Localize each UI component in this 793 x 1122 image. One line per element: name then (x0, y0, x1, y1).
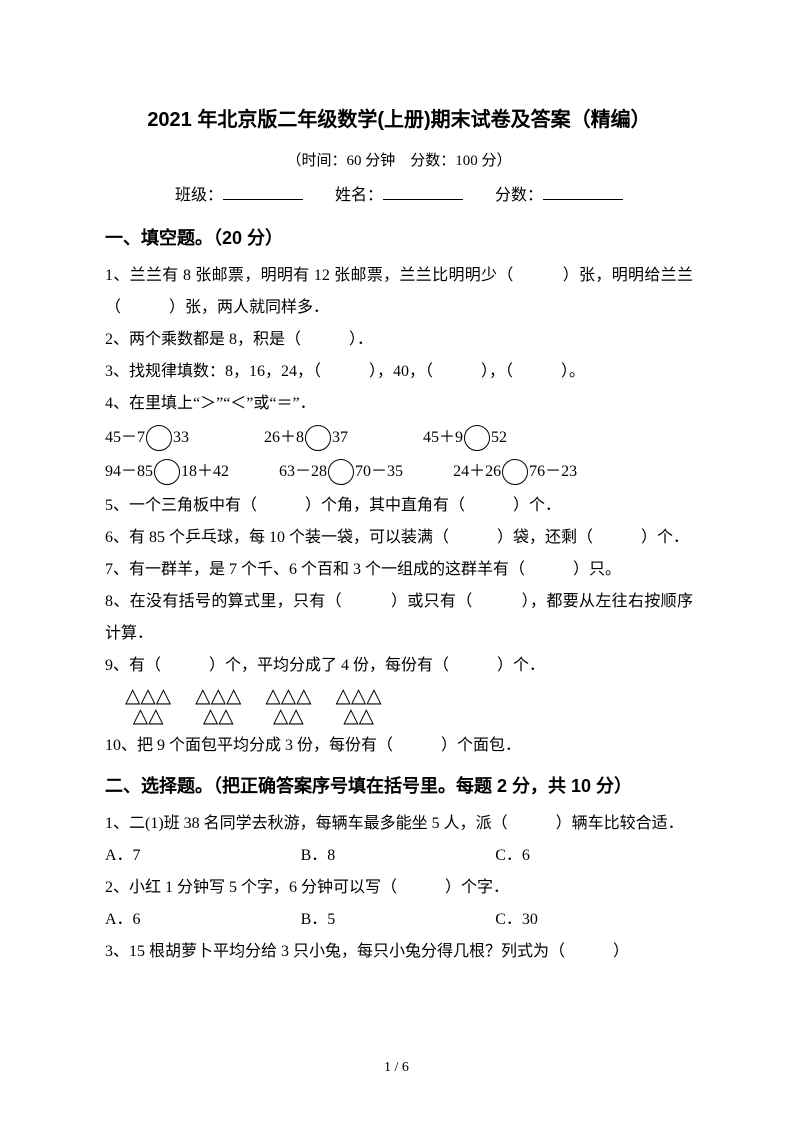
q4-r2-b1: 63－28 (279, 456, 327, 488)
q4-r1-b: 26＋8 37 (264, 422, 348, 454)
q4-r1-a: 45－7 33 (105, 422, 189, 454)
q4-r2-c1: 24＋26 (453, 456, 501, 488)
s1-q8: 8、在没有括号的算式里，只有（ ）或只有（ ），都要从左往右按顺序计算． (105, 586, 693, 650)
q4-r1-b2: 37 (332, 422, 348, 454)
triangle-icon: △ (288, 706, 303, 726)
name-label: 姓名： (335, 187, 383, 204)
class-label: 班级： (175, 187, 223, 204)
triangle-icon: △ (351, 686, 366, 706)
s1-q10: 10、把 9 个面包平均分成 3 份，每份有（ ）个面包． (105, 730, 693, 762)
compare-circle (464, 425, 490, 451)
q4-r1-a2: 33 (173, 422, 189, 454)
triangle-icon: △ (281, 686, 296, 706)
triangle-group: △△△ △△ (336, 686, 382, 726)
triangle-group: △△△ △△ (125, 686, 171, 726)
s2-q2: 2、小红 1 分钟写 5 个字，6 分钟可以写（ ）个字． (105, 872, 693, 904)
s2-q2-options: A．6 B．5 C．30 (105, 904, 693, 936)
page-number: 1 / 6 (0, 1054, 793, 1082)
section-1-heading: 一、填空题。（20 分） (105, 220, 693, 256)
option-a: A．7 (105, 840, 141, 872)
triangle-group: △△△ △△ (265, 686, 311, 726)
s1-q5: 5、一个三角板中有（ ）个角，其中直角有（ ）个． (105, 490, 693, 522)
triangle-icon: △ (211, 686, 226, 706)
triangle-icon: △ (226, 686, 241, 706)
q4-r2-c2: 76－23 (529, 456, 577, 488)
triangle-icon: △ (343, 706, 358, 726)
q4-r1-c: 45＋9 52 (423, 422, 507, 454)
triangle-group: △△△ △△ (195, 686, 241, 726)
s1-q4-row2: 94－85 18＋42 63－28 70－35 24＋26 76－23 (105, 456, 693, 488)
compare-circle (305, 425, 331, 451)
name-blank (383, 183, 463, 200)
triangle-icon: △ (336, 686, 351, 706)
page-title: 2021 年北京版二年级数学(上册)期末试卷及答案（精编） (105, 100, 693, 140)
s1-q2: 2、两个乘数都是 8，积是（ ）． (105, 324, 693, 356)
triangle-icon: △ (203, 706, 218, 726)
triangle-icon: △ (125, 686, 140, 706)
s1-q6: 6、有 85 个乒乓球，每 10 个装一袋，可以装满（ ）袋，还剩（ ）个． (105, 522, 693, 554)
s1-q4-row1: 45－7 33 26＋8 37 45＋9 52 (105, 422, 693, 454)
option-c: C．30 (495, 904, 538, 936)
triangle-icon: △ (148, 706, 163, 726)
page-subtitle: （时间：60 分钟 分数：100 分） (105, 146, 693, 176)
s1-q1: 1、兰兰有 8 张邮票，明明有 12 张邮票，兰兰比明明少（ ）张，明明给兰兰（… (105, 260, 693, 324)
triangle-icon: △ (366, 686, 381, 706)
q4-r2-b2: 70－35 (355, 456, 403, 488)
q4-r1-b1: 26＋8 (264, 422, 304, 454)
student-info-line: 班级： 姓名： 分数： (105, 180, 693, 212)
q4-r2-c: 24＋26 76－23 (453, 456, 577, 488)
triangle-icon: △ (133, 706, 148, 726)
q4-r1-a1: 45－7 (105, 422, 145, 454)
s2-q1-options: A．7 B．8 C．6 (105, 840, 693, 872)
compare-circle (146, 425, 172, 451)
score-label: 分数： (495, 187, 543, 204)
option-b: B．8 (301, 840, 336, 872)
s1-q9: 9、有（ ）个，平均分成了 4 份，每份有（ ）个． (105, 650, 693, 682)
triangle-icon: △ (265, 686, 280, 706)
compare-circle (154, 459, 180, 485)
option-c: C．6 (495, 840, 530, 872)
triangle-icon: △ (195, 686, 210, 706)
exam-page: 2021 年北京版二年级数学(上册)期末试卷及答案（精编） （时间：60 分钟 … (0, 0, 793, 1122)
q4-r1-c2: 52 (491, 422, 507, 454)
s1-q4: 4、在里填上“＞”“＜”或“＝”． (105, 388, 693, 420)
s2-q3: 3、15 根胡萝卜平均分给 3 只小兔，每只小兔分得几根？列式为（ ） (105, 936, 693, 968)
triangle-icon: △ (296, 686, 311, 706)
q4-r2-b: 63－28 70－35 (279, 456, 403, 488)
triangle-icon: △ (156, 686, 171, 706)
option-b: B．5 (301, 904, 336, 936)
triangle-icon: △ (273, 706, 288, 726)
triangle-icon: △ (218, 706, 233, 726)
triangle-groups: △△△ △△ △△△ △△ △△△ △△ △△△ △△ (125, 686, 693, 726)
section-2-heading: 二、选择题。（把正确答案序号填在括号里。每题 2 分，共 10 分） (105, 768, 693, 804)
triangle-icon: △ (359, 706, 374, 726)
triangle-icon: △ (140, 686, 155, 706)
s1-q7: 7、有一群羊，是 7 个千、6 个百和 3 个一组成的这群羊有（ ）只。 (105, 554, 693, 586)
q4-r2-a2: 18＋42 (181, 456, 229, 488)
option-a: A．6 (105, 904, 141, 936)
s2-q1: 1、二(1)班 38 名同学去秋游，每辆车最多能坐 5 人，派（ ）辆车比较合适… (105, 808, 693, 840)
score-blank (543, 183, 623, 200)
q4-r2-a: 94－85 18＋42 (105, 456, 229, 488)
q4-r2-a1: 94－85 (105, 456, 153, 488)
q4-r1-c1: 45＋9 (423, 422, 463, 454)
compare-circle (502, 459, 528, 485)
class-blank (223, 183, 303, 200)
s1-q3: 3、找规律填数：8，16，24，（ ），40，（ ），（ ）。 (105, 356, 693, 388)
compare-circle (328, 459, 354, 485)
